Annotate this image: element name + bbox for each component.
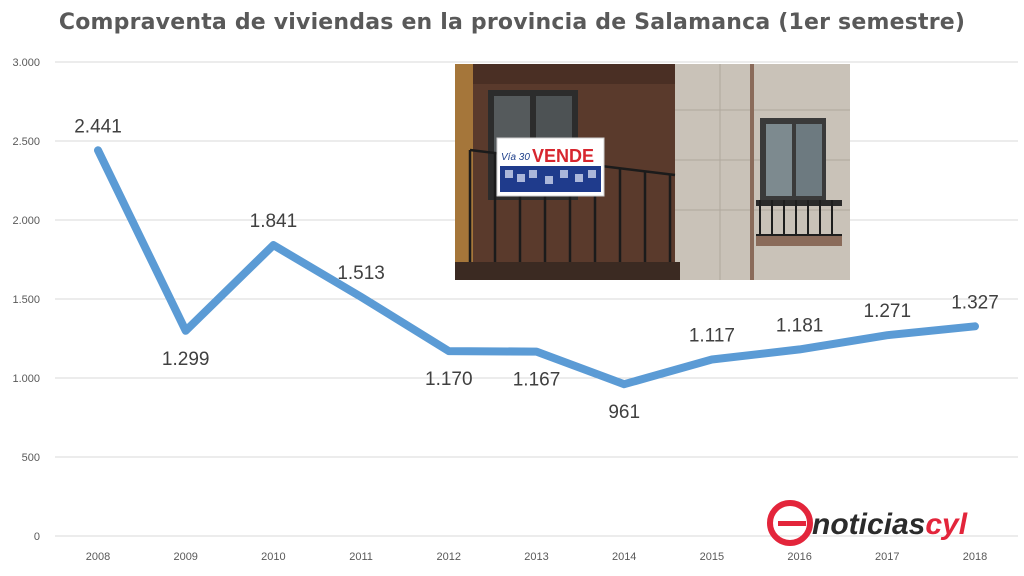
x-tick-label: 2016: [787, 551, 811, 563]
data-label: 1.167: [513, 370, 561, 391]
chart-title: Compraventa de viviendas en la provincia…: [58, 10, 966, 35]
y-tick-label: 3.000: [12, 57, 40, 69]
photo-balcony-sale-sign: Vía 30 VENDE: [455, 64, 850, 280]
data-label: 1.327: [951, 292, 999, 313]
data-label: 1.271: [864, 301, 912, 322]
svg-text:noticiascyl: noticiascyl: [812, 508, 968, 541]
photo-sign-text: VENDE: [532, 146, 594, 166]
y-tick-label: 1.500: [12, 294, 40, 306]
logo-mark-icon: [767, 500, 813, 546]
y-tick-label: 2.500: [12, 136, 40, 148]
x-tick-label: 2011: [349, 551, 373, 563]
data-label: 961: [608, 402, 640, 423]
y-tick-label: 0: [34, 531, 40, 543]
data-label: 1.117: [689, 326, 735, 347]
x-tick-label: 2009: [173, 551, 197, 563]
x-axis-ticks: 2008 2009 2010 2011 2012 2013 2014 2015 2016 2017…: [86, 551, 987, 563]
x-tick-label: 2012: [437, 551, 461, 563]
y-tick-label: 1.000: [12, 373, 40, 385]
x-tick-label: 2008: [86, 551, 110, 563]
x-tick-label: 2015: [700, 551, 724, 563]
noticiascyl-logo: noticiascyl: [767, 500, 968, 546]
y-axis-ticks: 0 500 1.000 1.500 2.000 2.500 3.000: [12, 57, 40, 543]
data-label: 2.441: [74, 116, 122, 137]
y-tick-label: 500: [22, 452, 40, 464]
data-label: 1.513: [337, 263, 385, 284]
x-tick-label: 2013: [524, 551, 548, 563]
logo-text-accent: cyl: [925, 508, 967, 541]
data-label: 1.841: [250, 211, 298, 232]
data-label: 1.170: [425, 369, 473, 390]
x-tick-label: 2018: [963, 551, 987, 563]
x-tick-label: 2017: [875, 551, 899, 563]
photo-sign-brand: Vía 30: [501, 152, 530, 163]
x-tick-label: 2010: [261, 551, 285, 563]
x-tick-label: 2014: [612, 551, 636, 563]
data-labels: 2.441 1.299 1.841 1.513 1.170 1.167 961 1.117 1.…: [74, 116, 999, 423]
logo-text-main: noticias: [812, 508, 925, 541]
y-tick-label: 2.000: [12, 215, 40, 227]
data-label: 1.181: [776, 315, 824, 336]
data-label: 1.299: [162, 349, 210, 370]
